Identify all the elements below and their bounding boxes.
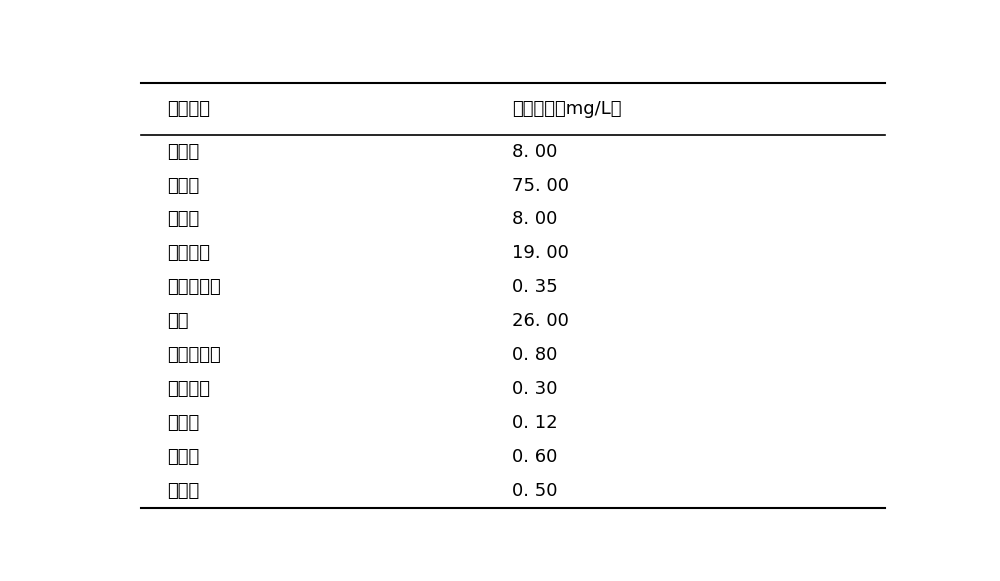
Text: 0. 60: 0. 60: [512, 448, 558, 466]
Text: 乙酸乙酯: 乙酸乙酯: [168, 245, 211, 263]
Text: 茵品醇: 茵品醇: [168, 482, 200, 500]
Text: 里哪醇: 里哪醇: [168, 414, 200, 432]
Text: 8. 00: 8. 00: [512, 142, 558, 160]
Text: 嗅觉阀值（mg/L）: 嗅觉阀值（mg/L）: [512, 100, 622, 118]
Text: 0. 80: 0. 80: [512, 346, 558, 364]
Text: 异丁醇: 异丁醇: [168, 177, 200, 195]
Text: 苯乙醇: 苯乙醇: [168, 210, 200, 228]
Text: 0. 50: 0. 50: [512, 482, 558, 500]
Text: 乙酸苯乙酯: 乙酸苯乙酯: [168, 346, 221, 364]
Text: 75. 00: 75. 00: [512, 177, 570, 195]
Text: 辛酸乙酯: 辛酸乙酯: [168, 381, 211, 399]
Text: 橙花醇: 橙花醇: [168, 448, 200, 466]
Text: 丁酸: 丁酸: [168, 313, 189, 331]
Text: 异戊醇: 异戊醇: [168, 142, 200, 160]
Text: 乙酸异戊酯: 乙酸异戊酯: [168, 278, 221, 296]
Text: 0. 12: 0. 12: [512, 414, 558, 432]
Text: 0. 30: 0. 30: [512, 381, 558, 399]
Text: 26. 00: 26. 00: [512, 313, 569, 331]
Text: 0. 35: 0. 35: [512, 278, 558, 296]
Text: 8. 00: 8. 00: [512, 210, 558, 228]
Text: 香气种类: 香气种类: [168, 100, 211, 118]
Text: 19. 00: 19. 00: [512, 245, 569, 263]
